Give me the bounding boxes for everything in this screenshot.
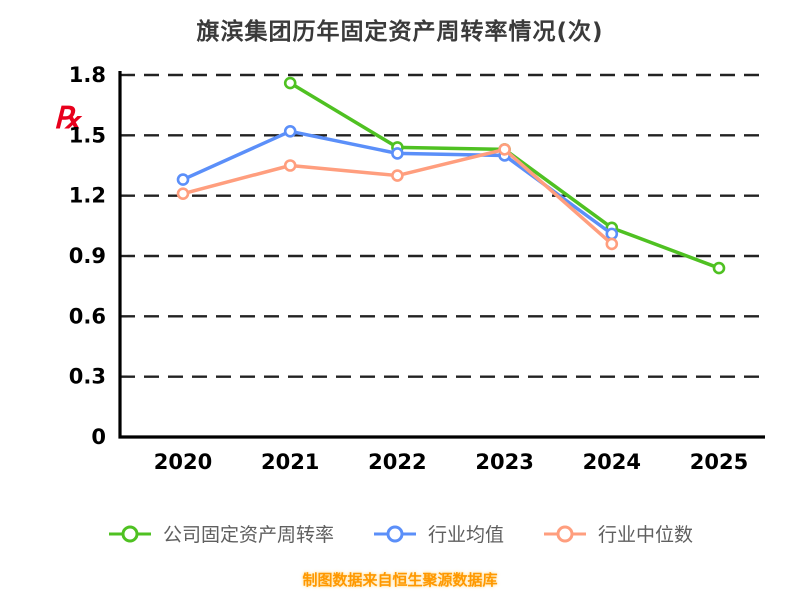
data-point xyxy=(283,159,297,172)
legend-item-company-turnover: 公司固定资产周转率 xyxy=(107,520,334,547)
y-tick-label: 0.9 xyxy=(69,244,106,268)
legend-label: 行业均值 xyxy=(427,524,504,546)
data-point xyxy=(391,169,404,182)
y-tick-label: 0.6 xyxy=(69,304,106,328)
x-tick-label: 2022 xyxy=(368,450,426,474)
data-point xyxy=(391,147,404,160)
data-point xyxy=(176,187,190,200)
x-tick-label: 2024 xyxy=(583,450,641,474)
y-tick-label: 0 xyxy=(91,425,106,449)
orange-line-marker-icon xyxy=(544,525,586,542)
x-tick-label: 2021 xyxy=(261,450,319,474)
legend-item-industry-median: 行业中位数 xyxy=(542,520,693,547)
legend-item-industry-mean: 行业均值 xyxy=(372,520,504,547)
legend-label: 公司固定资产周转率 xyxy=(162,524,334,546)
red-watermark-icon: ℞ xyxy=(54,101,81,136)
data-point xyxy=(712,261,726,275)
data-point xyxy=(283,76,297,90)
legend-label: 行业中位数 xyxy=(598,524,694,546)
line-chart: 0 0.3 0.6 0.9 1.2 1.5 1.8 2020 2021 2022 2023 2024 2… xyxy=(69,63,765,474)
data-point xyxy=(605,227,619,241)
x-tick-label: 2025 xyxy=(690,450,748,474)
green-line-marker-icon xyxy=(108,525,151,542)
blue-line-marker-icon xyxy=(373,525,416,542)
x-tick-label: 2020 xyxy=(154,450,212,474)
y-tick-label: 0.3 xyxy=(69,365,106,389)
data-point xyxy=(605,237,619,251)
data-point xyxy=(176,173,190,186)
legend: 公司固定资产周转率 行业均值 行业中位数 xyxy=(0,520,800,547)
y-tick-label: 1.2 xyxy=(69,184,106,208)
data-point xyxy=(498,143,511,156)
data-point xyxy=(283,125,297,138)
series-line-0 xyxy=(288,81,721,270)
y-tick-label: 1.5 xyxy=(69,123,106,147)
data-source-caption: 制图数据来自恒生聚源数据库 xyxy=(302,571,498,589)
chart-title: 旗滨集团历年固定资产周转率情况(次) xyxy=(196,19,604,45)
x-tick-label: 2023 xyxy=(475,450,533,474)
y-tick-label: 1.8 xyxy=(69,63,106,87)
